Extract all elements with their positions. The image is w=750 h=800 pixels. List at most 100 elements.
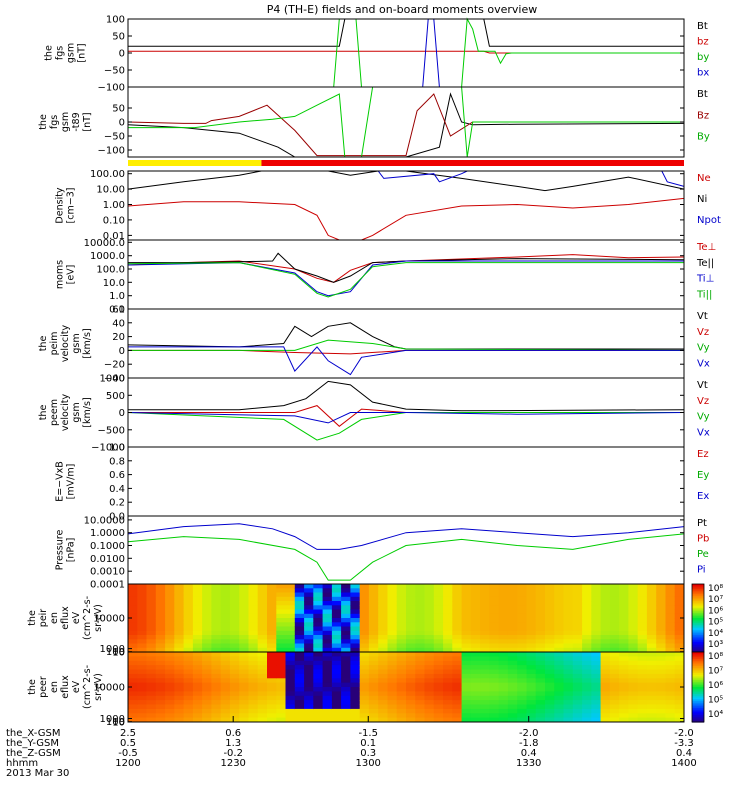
- spectrogram-cell: [229, 626, 240, 632]
- spectrogram-cell: [396, 584, 407, 589]
- legend-label: Vx: [697, 358, 710, 369]
- spectrogram-cell: [656, 622, 666, 628]
- spectrogram-cell: [674, 622, 685, 628]
- spectrogram-cell: [146, 678, 157, 684]
- spectrogram-cell: [331, 613, 342, 619]
- spectrogram-cell: [415, 652, 426, 657]
- y-label-line: [eV]: [66, 265, 77, 285]
- spectrogram-cell: [443, 678, 453, 684]
- spectrogram-cell: [637, 601, 648, 606]
- spectrogram-cell: [424, 635, 435, 640]
- spectrogram-cell: [192, 605, 203, 611]
- spectrogram-cell: [220, 605, 231, 611]
- spectrogram-cell: [174, 665, 185, 670]
- spectrogram-cell: [656, 717, 666, 723]
- colorbar-segment: [692, 692, 704, 695]
- spectrogram-cell: [211, 639, 222, 645]
- spectrogram-cell: [480, 665, 490, 670]
- spectrogram-cell: [368, 647, 379, 653]
- spectrogram-cell: [128, 669, 138, 675]
- spectrogram-cell: [248, 596, 259, 602]
- spectrogram-cell: [276, 682, 287, 688]
- spectrogram-cell: [424, 588, 435, 594]
- colorbar-segment: [692, 594, 704, 597]
- spectrogram-cell: [498, 717, 509, 723]
- spectrogram-cell: [174, 601, 185, 606]
- spectrogram-cell: [600, 605, 611, 611]
- spectrogram-cell: [220, 704, 231, 710]
- y-label-line: Pressure: [55, 530, 66, 571]
- spectrogram-cell: [350, 596, 361, 602]
- spectrogram-cell: [489, 596, 500, 602]
- spectrogram-cell: [146, 695, 157, 701]
- spectrogram-cell: [192, 596, 203, 602]
- colorbar-segment: [692, 652, 704, 655]
- spectrogram-cell: [137, 708, 148, 714]
- spectrogram-cell: [517, 691, 527, 697]
- spectrogram-cell: [656, 605, 666, 611]
- spectrogram-cell: [498, 626, 509, 632]
- spectrogram-cell: [322, 635, 333, 640]
- spectrogram-cell: [591, 643, 602, 649]
- spectrogram-cell: [341, 639, 351, 645]
- spectrogram-cell: [368, 630, 379, 636]
- spectrogram-cell: [424, 669, 435, 675]
- spectrogram-cell: [239, 678, 249, 684]
- spectrogram-cell: [406, 687, 416, 692]
- spectrogram-cell: [489, 682, 500, 688]
- spectrogram-cell: [489, 691, 500, 697]
- spectrogram-cell: [517, 660, 527, 666]
- spectrogram-cell: [554, 592, 565, 598]
- spectrogram-cell: [183, 678, 194, 684]
- spectrogram-cell: [406, 691, 416, 697]
- spectrogram-cell: [350, 605, 361, 611]
- spectrogram-cell: [304, 673, 314, 679]
- spectrogram-cell: [591, 665, 602, 670]
- spectrogram-cell: [406, 588, 416, 594]
- spectrogram-cell: [498, 713, 509, 719]
- spectrogram-cell: [165, 691, 175, 697]
- spectrogram-cell: [609, 613, 620, 619]
- spectrogram-cell: [267, 704, 277, 710]
- spectrogram-cell: [128, 691, 138, 697]
- spectrogram-cell: [378, 596, 388, 602]
- spectrogram-cell: [165, 584, 175, 589]
- spectrogram-cell: [600, 630, 611, 636]
- spectrogram-cell: [646, 708, 657, 714]
- spectrogram-cell: [656, 665, 666, 670]
- spectrogram-cell: [396, 708, 407, 714]
- spectrogram-cell: [313, 713, 324, 719]
- spectrogram-cell: [146, 660, 157, 666]
- spectrogram-cell: [461, 713, 472, 719]
- spectrogram-cell: [229, 596, 240, 602]
- spectrogram-cell: [322, 717, 333, 723]
- spectrogram-cell: [591, 704, 602, 710]
- spectrogram-cell: [396, 626, 407, 632]
- spectrogram-cell: [433, 618, 444, 623]
- spectrogram-cell: [545, 626, 555, 632]
- spectrogram-cell: [146, 613, 157, 619]
- y-label-line: velocity: [60, 325, 71, 363]
- spectrogram-cell: [267, 635, 277, 640]
- spectrogram-cell: [239, 584, 249, 589]
- spectrogram-cell: [554, 695, 565, 701]
- spectrogram-cell: [637, 695, 648, 701]
- spectrogram-cell: [600, 643, 611, 649]
- spectrogram-cell: [461, 717, 472, 723]
- spectrogram-cell: [267, 708, 277, 714]
- spectrogram-cell: [220, 630, 231, 636]
- spectrogram-cell: [526, 626, 537, 632]
- spectrogram-cell: [267, 665, 277, 670]
- spectrogram-cell: [461, 639, 472, 645]
- spectrogram-cell: [609, 596, 620, 602]
- spectrogram-cell: [656, 647, 666, 653]
- series-line: [128, 346, 684, 376]
- spectrogram-cell: [480, 673, 490, 679]
- spectrogram-cell: [452, 678, 463, 684]
- spectrogram-cell: [656, 673, 666, 679]
- spectrogram-cell: [415, 643, 426, 649]
- spectrogram-cell: [294, 601, 305, 606]
- spectrogram-cell: [480, 704, 490, 710]
- spectrogram-cell: [128, 605, 138, 611]
- spectrogram-cell: [396, 700, 407, 705]
